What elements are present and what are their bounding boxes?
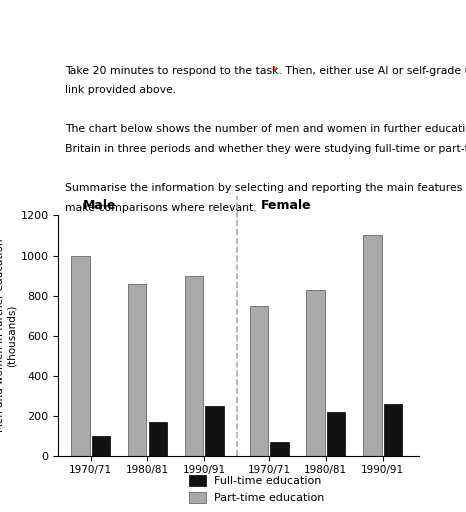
Text: Summarise the information by selecting and reporting the main features and: Summarise the information by selecting a… bbox=[65, 183, 466, 193]
Text: make comparisons where relevant.: make comparisons where relevant. bbox=[65, 203, 257, 212]
Text: Take 20 minutes to respond to the task. Then, either use AI or self-grade using : Take 20 minutes to respond to the task. … bbox=[65, 66, 466, 76]
Bar bbox=[206, 406, 224, 456]
Text: Female: Female bbox=[261, 200, 312, 212]
Bar bbox=[327, 412, 345, 456]
Bar bbox=[149, 422, 167, 456]
Bar bbox=[92, 436, 110, 456]
Bar bbox=[270, 442, 288, 456]
Bar bbox=[307, 290, 325, 456]
Text: Male: Male bbox=[82, 200, 116, 212]
Bar bbox=[384, 403, 402, 456]
Bar bbox=[363, 236, 382, 456]
Text: The chart below shows the number of men and women in further education in: The chart below shows the number of men … bbox=[65, 124, 466, 135]
Legend: Full-time education, Part-time education: Full-time education, Part-time education bbox=[189, 475, 325, 503]
Bar bbox=[71, 255, 89, 456]
Bar bbox=[128, 284, 146, 456]
Text: link provided above.: link provided above. bbox=[65, 86, 177, 95]
Text: Britain in three periods and whether they were studying full-time or part-time.: Britain in three periods and whether the… bbox=[65, 144, 466, 154]
Y-axis label: Men and women in further education
(thousands): Men and women in further education (thou… bbox=[0, 239, 16, 432]
Bar bbox=[185, 275, 203, 456]
Text: *: * bbox=[272, 66, 277, 76]
Bar bbox=[250, 306, 268, 456]
